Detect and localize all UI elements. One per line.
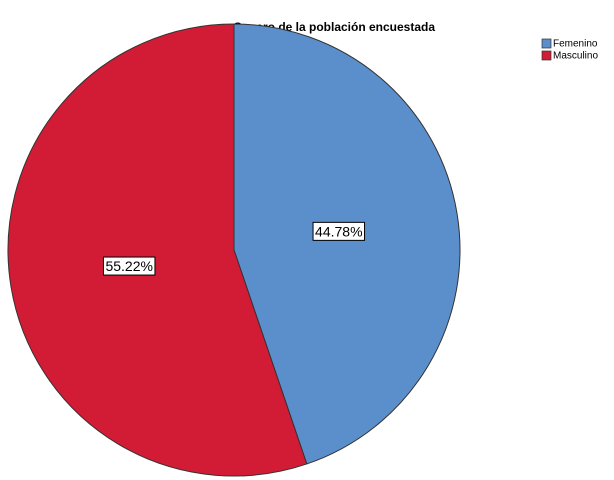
legend-label: Masculino bbox=[553, 51, 598, 62]
data-label: 55.22% bbox=[105, 258, 152, 274]
legend-label: Femenino bbox=[553, 39, 598, 50]
legend-swatch bbox=[541, 50, 552, 61]
data-label-box bbox=[102, 256, 156, 276]
legend-swatch bbox=[541, 38, 552, 49]
pie-slice bbox=[233, 23, 461, 465]
data-label-box bbox=[312, 221, 366, 241]
pie-slice bbox=[7, 23, 308, 477]
data-label: 44.78% bbox=[315, 223, 362, 239]
